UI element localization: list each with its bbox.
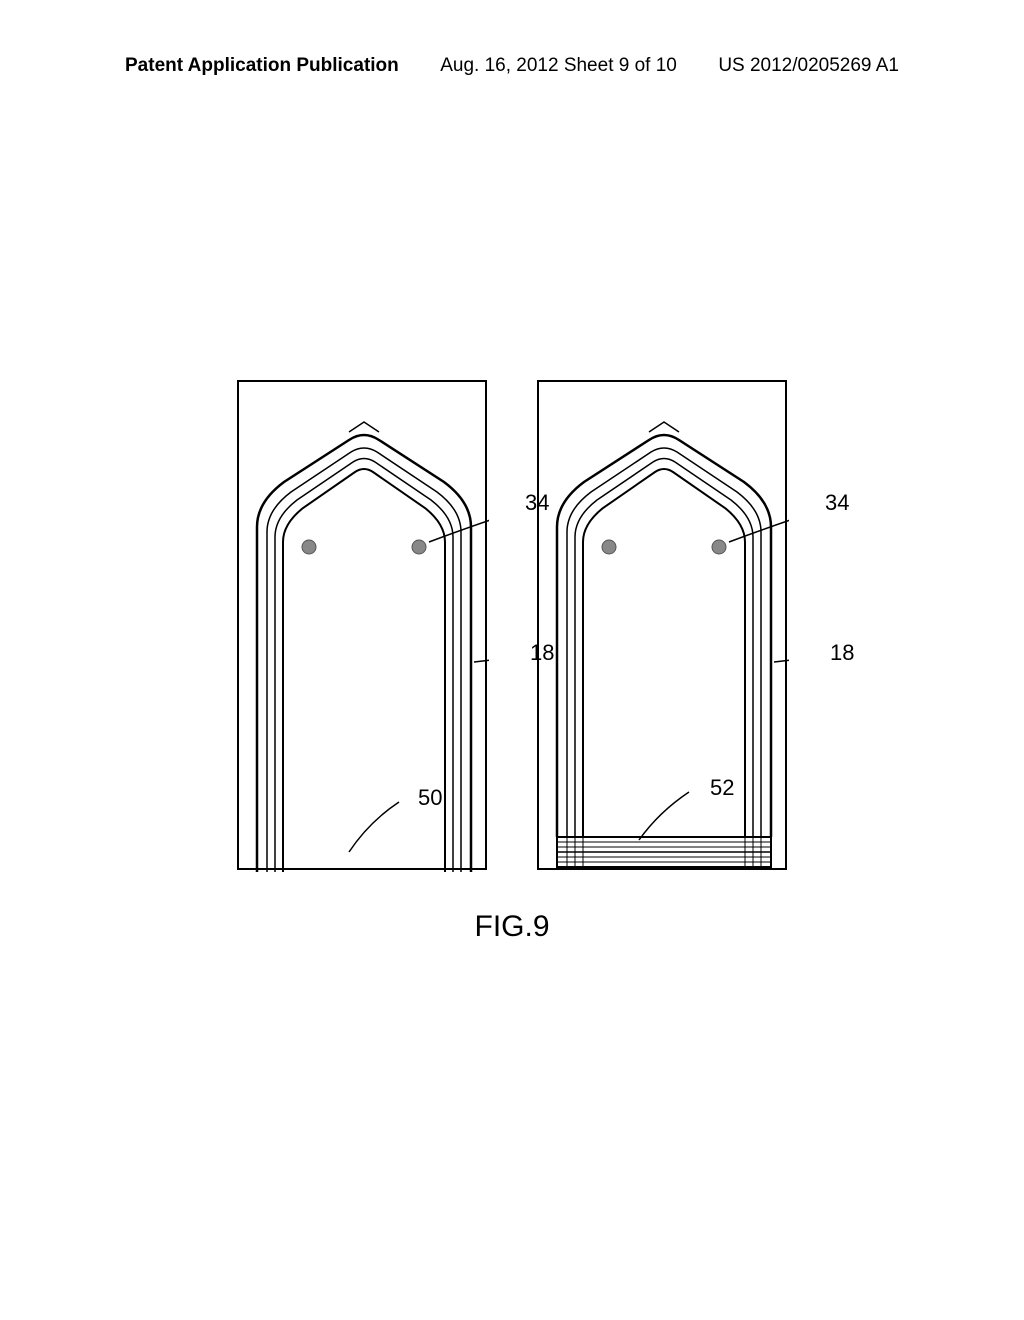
label-34-right: 34 [825,490,849,516]
label-52-right: 52 [710,775,734,801]
figure-caption: FIG.9 [474,910,549,944]
header-patent-number: US 2012/0205269 A1 [718,55,899,77]
header-publication: Patent Application Publication [125,55,399,77]
label-18-right: 18 [830,640,854,666]
right-panel-drawing [539,382,789,872]
page-header: Patent Application Publication Aug. 16, … [0,55,1024,77]
header-date-sheet: Aug. 16, 2012 Sheet 9 of 10 [440,55,677,77]
label-18-left: 18 [530,640,554,666]
figure-container [237,380,787,870]
left-panel-drawing [239,382,489,872]
label-50-left: 50 [418,785,442,811]
right-panel [537,380,787,870]
left-panel [237,380,487,870]
label-34-left: 34 [525,490,549,516]
